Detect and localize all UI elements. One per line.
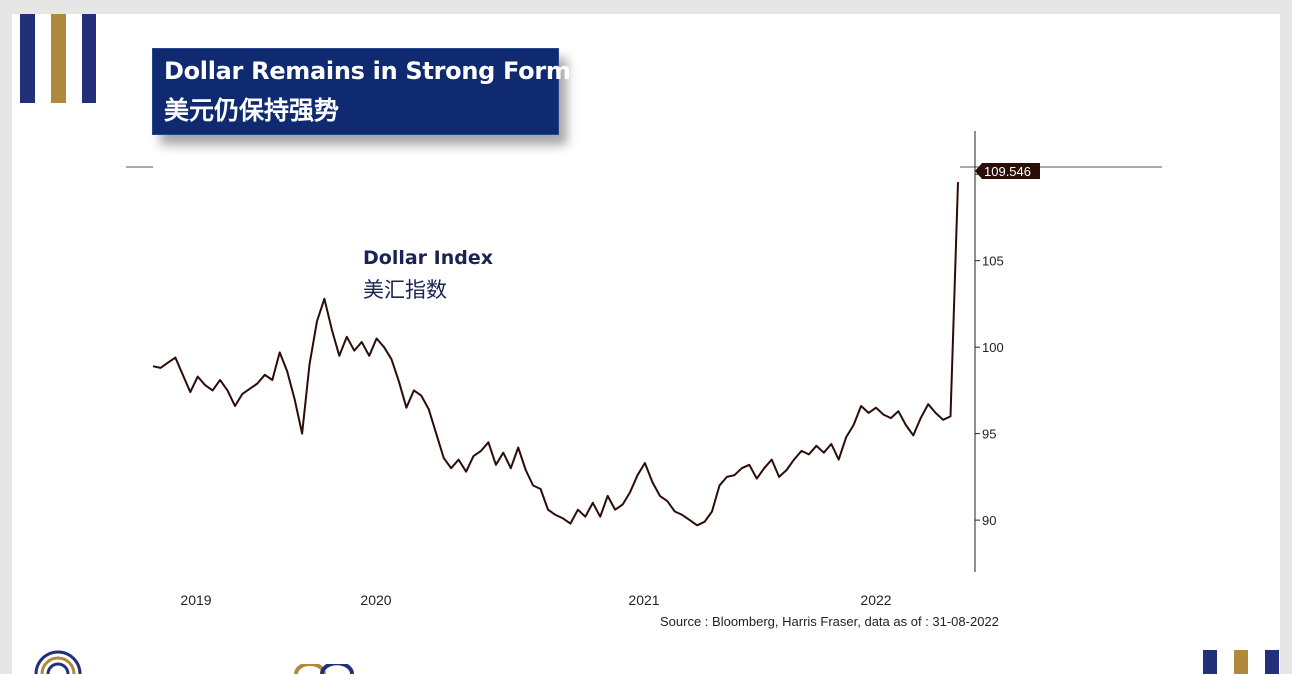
brand-stripe-gold-right: [1234, 650, 1248, 674]
dollar-index-line: [152, 182, 959, 527]
y-tick-label: 100: [982, 340, 1004, 355]
y-tick-label: 105: [982, 254, 1004, 269]
brand-stripe-navy-right: [1203, 650, 1217, 674]
source-note: Source : Bloomberg, Harris Fraser, data …: [660, 614, 999, 629]
brand-stripe-navy-left-2: [82, 14, 96, 103]
series-label: Dollar Index: [363, 247, 493, 269]
brand-stripe-navy-left: [20, 14, 35, 103]
last-value-callout-box: [975, 163, 1040, 179]
company-logo: [34, 650, 82, 674]
x-tick-label: 2021: [628, 592, 659, 608]
page-title-chinese: 美元仍保持强势: [164, 96, 340, 125]
series-label-chinese: 美汇指数: [363, 278, 447, 302]
brand-stripe-navy-right-2: [1265, 650, 1279, 674]
anniversary-logo: [294, 664, 354, 674]
x-tick-label: 2022: [860, 592, 891, 608]
brand-stripe-gold-left: [51, 14, 66, 103]
x-tick-label: 2019: [180, 592, 211, 608]
y-tick-label: 90: [982, 513, 996, 528]
y-tick-label: 95: [982, 427, 996, 442]
title-box: Dollar Remains in Strong Form 美元仍保持强势: [152, 48, 571, 135]
x-tick-label: 2020: [360, 592, 391, 608]
page-title: Dollar Remains in Strong Form: [164, 57, 571, 85]
last-value-callout: 109.546: [975, 163, 1040, 179]
last-value-label: 109.546: [984, 164, 1031, 179]
